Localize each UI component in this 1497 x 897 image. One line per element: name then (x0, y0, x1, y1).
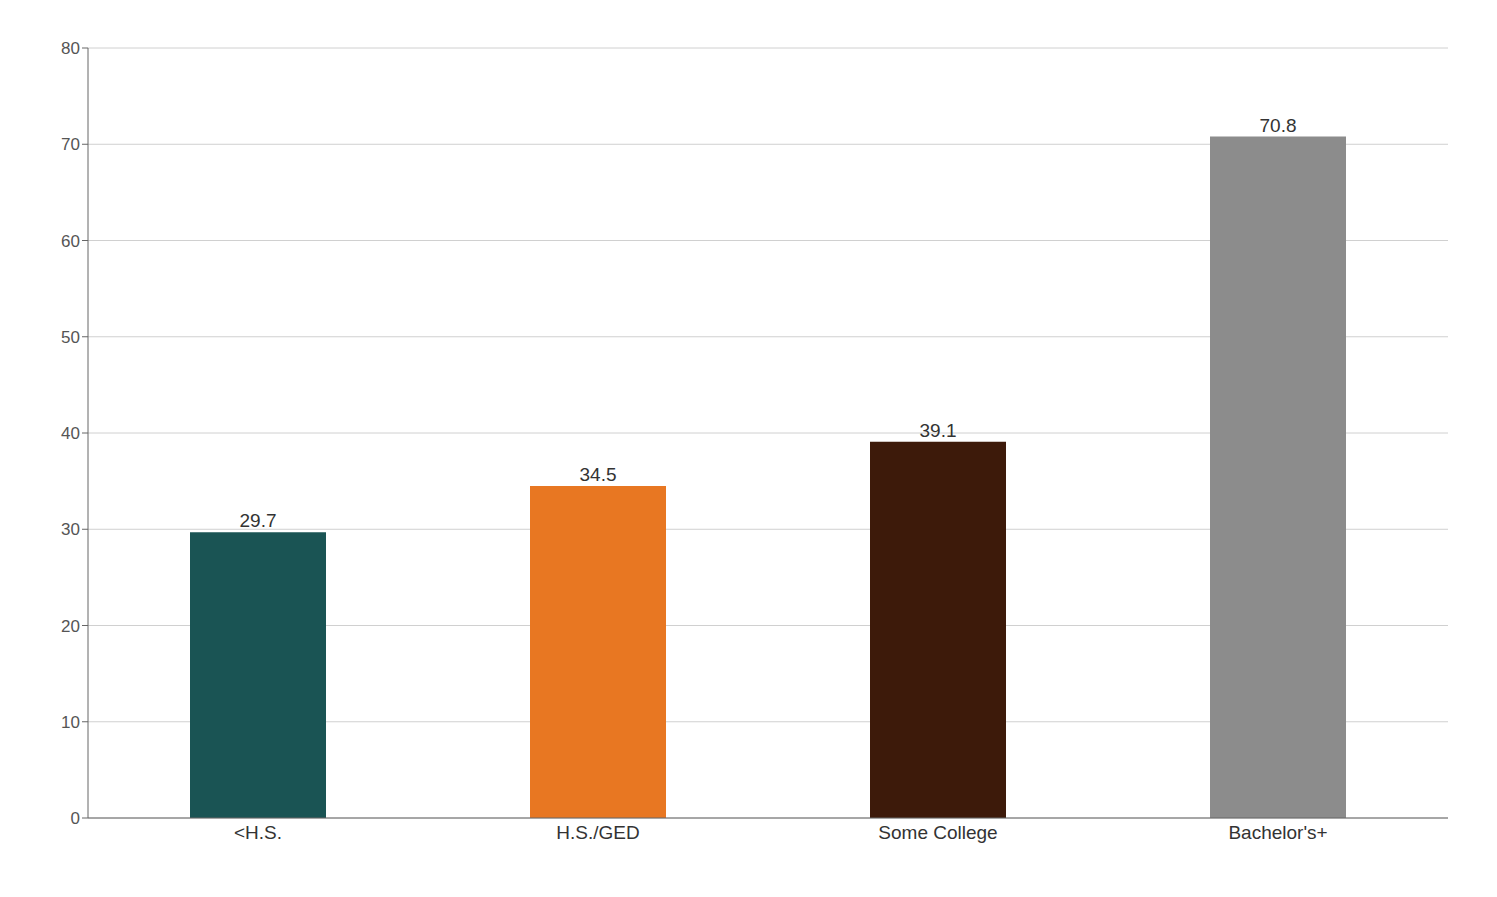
svg-text:20: 20 (61, 617, 80, 636)
svg-text:50: 50 (61, 328, 80, 347)
svg-text:39.1: 39.1 (920, 420, 957, 441)
svg-text:0: 0 (71, 809, 80, 828)
svg-text:10: 10 (61, 713, 80, 732)
svg-text:70: 70 (61, 135, 80, 154)
svg-text:60: 60 (61, 232, 80, 251)
svg-text:<H.S.: <H.S. (234, 822, 282, 843)
svg-text:29.7: 29.7 (240, 510, 277, 531)
svg-text:40: 40 (61, 424, 80, 443)
svg-text:H.S./GED: H.S./GED (556, 822, 639, 843)
svg-text:80: 80 (61, 39, 80, 58)
svg-text:Some College: Some College (878, 822, 997, 843)
svg-text:30: 30 (61, 520, 80, 539)
svg-text:Bachelor's+: Bachelor's+ (1228, 822, 1327, 843)
svg-text:34.5: 34.5 (580, 464, 617, 485)
svg-text:70.8: 70.8 (1260, 115, 1297, 136)
